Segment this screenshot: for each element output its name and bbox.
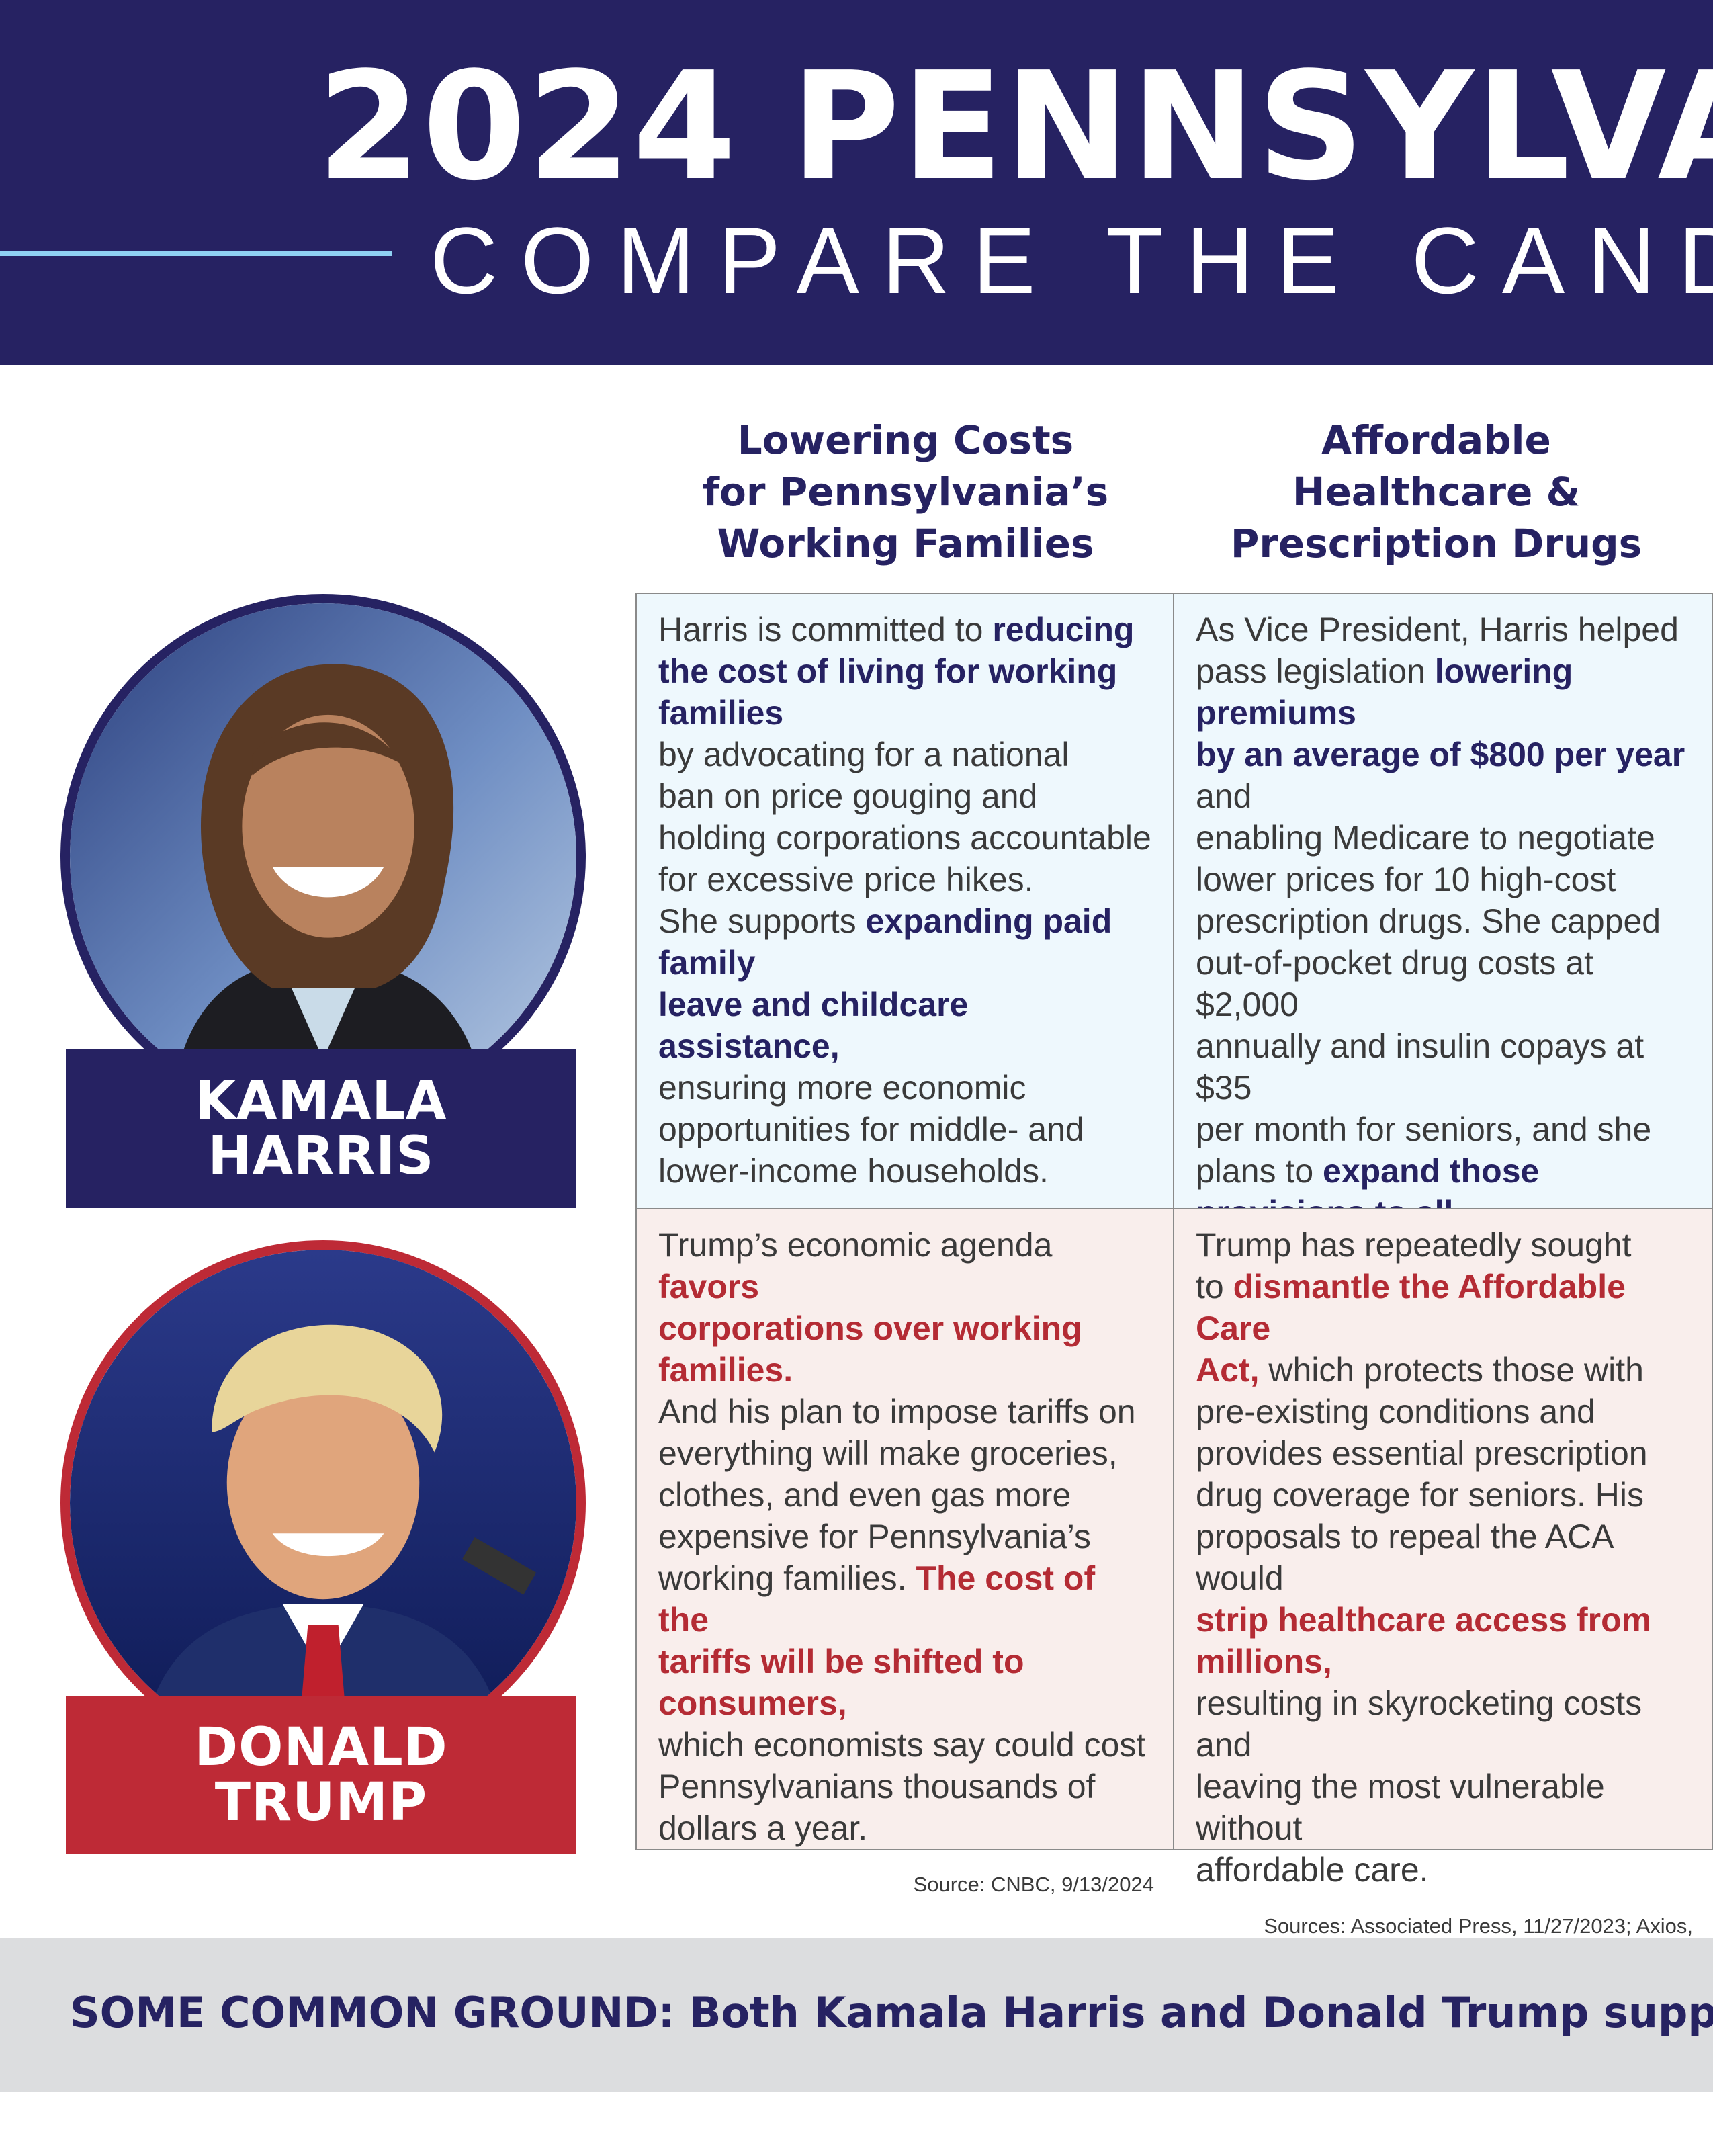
column-heading-healthcare: Affordable Healthcare & Prescription Dru… — [1230, 417, 1642, 566]
text-run: and enabling Medicare to negotiate lower… — [1196, 777, 1661, 1190]
trump-costs-cell: Trump’s economic agenda favors corporati… — [635, 1208, 1174, 1896]
text-run: And his plan to impose tariffs on everyt… — [658, 1393, 1136, 1597]
text-run: ensuring more economic opportunities for… — [658, 1069, 1084, 1190]
text-run: Trump’s economic agenda — [658, 1226, 1053, 1264]
text-run: which economists say could cost Pennsylv… — [658, 1726, 1146, 1847]
harris-costs-text: Harris is committed to reducing the cost… — [658, 609, 1154, 1192]
trump-healthcare-text: Trump has repeatedly sought to dismantle… — [1196, 1224, 1693, 1891]
common-ground-banner: SOME COMMON GROUND: Both Kamala Harris a… — [0, 1938, 1713, 2092]
page-title: 2024 PENNSYLVA — [317, 40, 1713, 214]
text-run: Trump has repeatedly sought to — [1196, 1226, 1632, 1305]
accent-line — [0, 251, 392, 256]
emphasis-text: reducing the cost of living for working … — [658, 611, 1135, 732]
emphasis-text: lowering premiums by an average of $800 … — [1196, 652, 1685, 773]
text-run: Harris is committed to — [658, 611, 993, 648]
text-run: by advocating for a national ban on pric… — [658, 736, 1151, 940]
candidate-name-harris: KAMALA HARRIS — [66, 1049, 576, 1208]
donald-trump-portrait-icon — [60, 1240, 586, 1766]
candidate-name-trump: DONALD TRUMP — [66, 1696, 576, 1854]
page-subtitle: COMPARE THE CANDID — [430, 208, 1713, 313]
trump-costs-sources: Source: CNBC, 9/13/2024 — [658, 1868, 1154, 1901]
column-heading-costs: Lowering Costs for Pennsylvania’s Workin… — [702, 417, 1109, 566]
harris-costs-cell: Harris is committed to reducing the cost… — [635, 593, 1174, 1239]
emphasis-text: dismantle the Affordable Care Act, — [1196, 1268, 1626, 1389]
text-run: As Vice President, Harris helped pass le… — [1196, 611, 1679, 690]
text-run: Source: CNBC, 9/13/2024 — [913, 1872, 1154, 1896]
text-run: which protects those with pre-existing c… — [1196, 1351, 1648, 1597]
kamala-harris-portrait-icon — [60, 594, 586, 1119]
common-ground-text: SOME COMMON GROUND: Both Kamala Harris a… — [70, 1988, 1713, 2037]
emphasis-text: favors corporations over working familie… — [658, 1268, 1082, 1389]
text-run: resulting in skyrocketing costs and leav… — [1196, 1684, 1642, 1889]
trump-healthcare-cell: Trump has repeatedly sought to dismantle… — [1173, 1208, 1713, 2036]
trump-costs-text: Trump’s economic agenda favors corporati… — [658, 1224, 1154, 1849]
emphasis-text: strip healthcare access from millions, — [1196, 1601, 1652, 1680]
header-banner: 2024 PENNSYLVA COMPARE THE CANDID — [0, 0, 1713, 365]
emphasis-text: The cost of the tariffs will be shifted … — [658, 1559, 1096, 1722]
harris-healthcare-cell: As Vice President, Harris helped pass le… — [1173, 593, 1713, 1438]
emphasis-text: expanding paid family leave and childcar… — [658, 902, 1112, 1065]
